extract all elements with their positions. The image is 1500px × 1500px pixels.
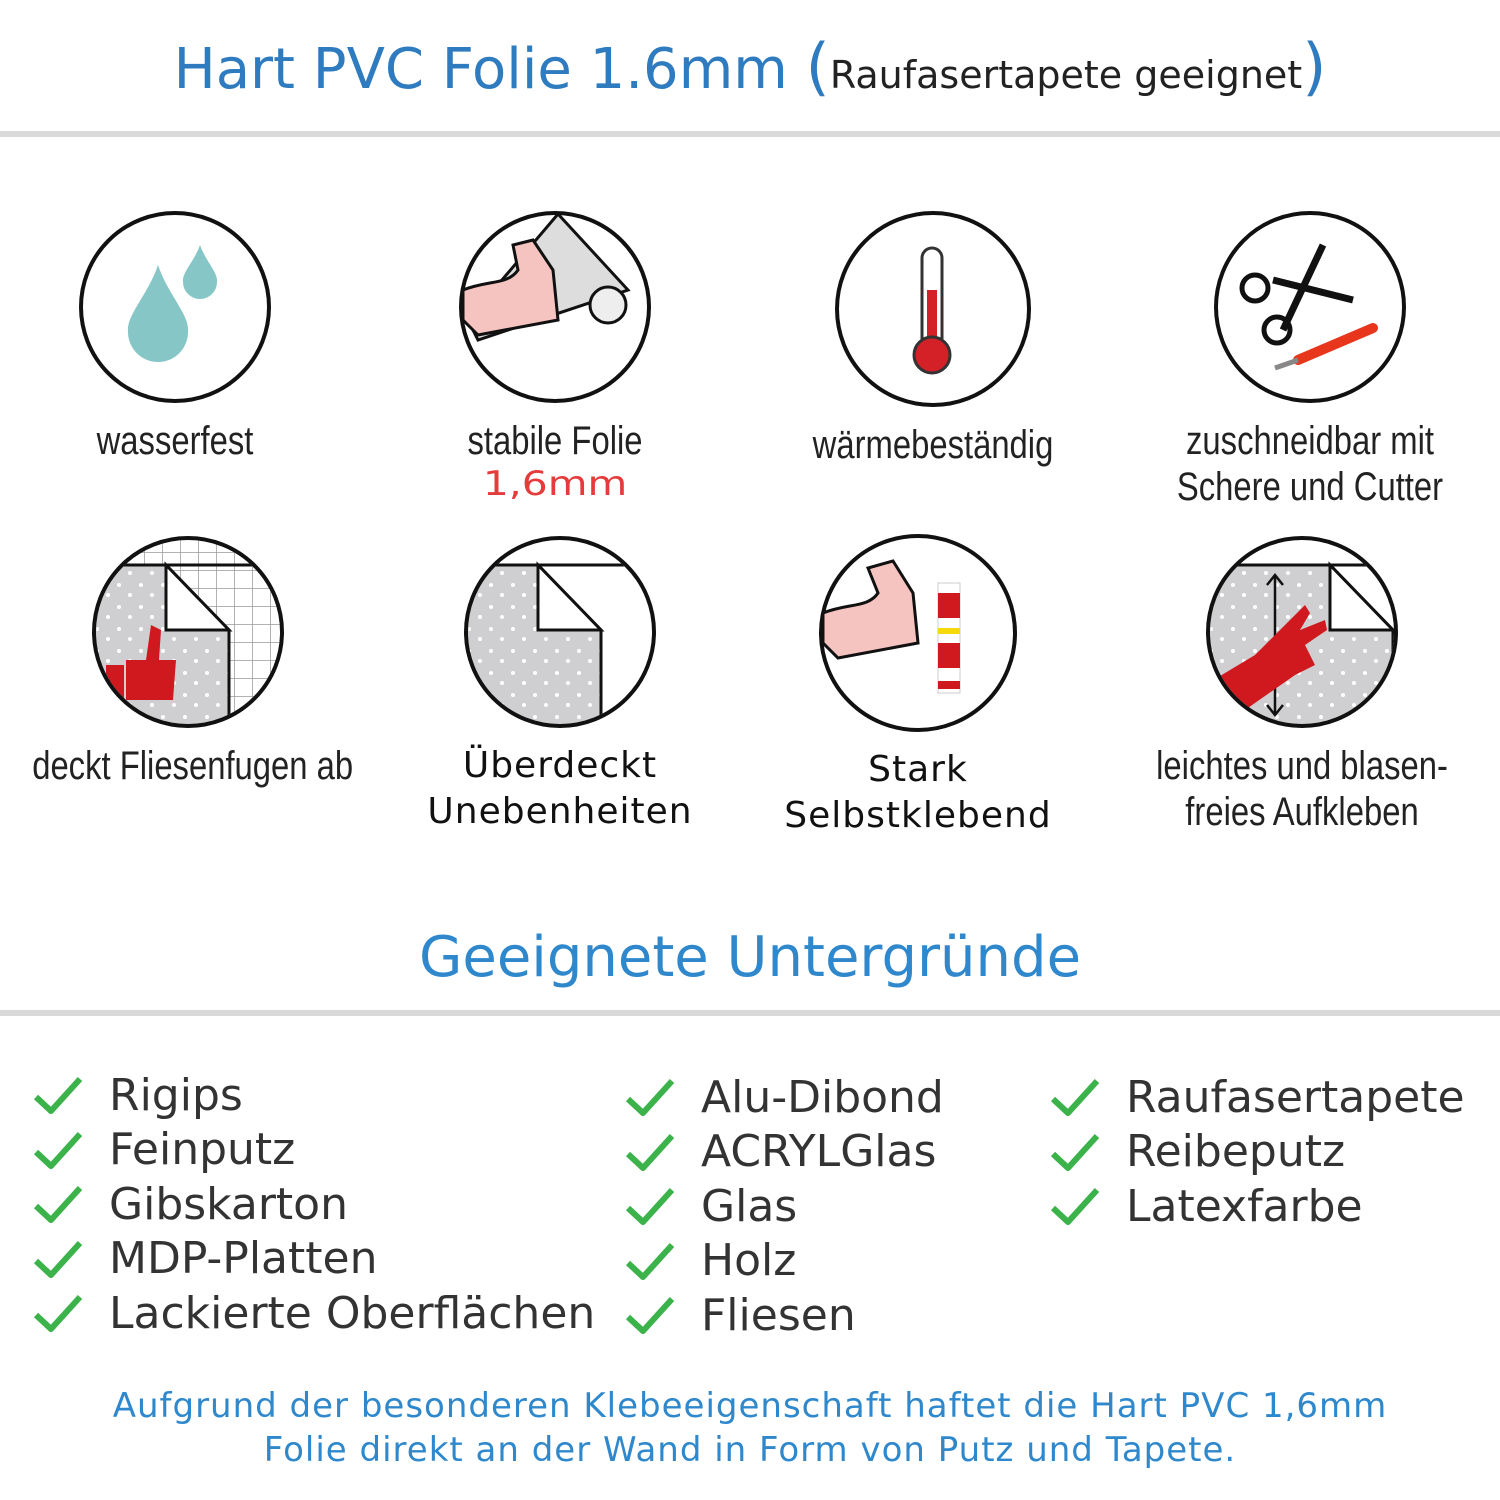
surface-item: ACRYLGlas — [625, 1125, 944, 1180]
surface-label: Fliesen — [701, 1289, 856, 1341]
thumbs-up-tiles-icon — [92, 536, 284, 728]
surface-label: Holz — [701, 1235, 797, 1287]
feature-waterproof: wasserfest — [0, 210, 365, 464]
surface-label: Rigips — [109, 1069, 243, 1121]
surface-label: Reibeputz — [1126, 1126, 1346, 1178]
check-icon — [33, 1077, 83, 1115]
feature-label: wärmebeständig — [812, 423, 1054, 467]
surface-label: Feinputz — [109, 1124, 296, 1176]
feature-strong-adhesive: Stark Selbstklebend — [728, 533, 1108, 839]
feature-stable-film: stabile Folie 1,6mm — [365, 210, 745, 504]
title-main: Hart PVC Folie 1.6mm — [173, 37, 788, 102]
feature-covers-joints: deckt Fliesenfugen ab — [0, 535, 378, 789]
surface-label: Raufasertapete — [1126, 1071, 1465, 1123]
title-subtitle: Raufasertapete geeignet — [829, 53, 1303, 97]
surfaces-column-1: Rigips Feinputz Gibskarton MDP-Platten Lacki… — [33, 1068, 595, 1341]
thermometer-icon — [835, 211, 1031, 407]
feature-highlight: 1,6mm — [482, 464, 628, 504]
feature-label: stabile Folie — [467, 419, 643, 463]
surface-item: Alu-Dibond — [625, 1070, 944, 1125]
check-icon — [625, 1242, 675, 1280]
feature-cuttable: zuschneidbar mit Schere und Cutter — [1120, 210, 1500, 510]
check-icon — [625, 1133, 675, 1171]
surface-label: Gibskarton — [109, 1178, 348, 1230]
surface-item: Holz — [625, 1234, 944, 1289]
surface-item: Fliesen — [625, 1288, 944, 1343]
feature-label-2: freies Aufkleben — [1185, 790, 1419, 834]
surfaces-column-3: Raufasertapete Reibeputz Latexfarbe — [1050, 1070, 1465, 1234]
check-icon — [625, 1188, 675, 1226]
feature-label: Überdeckt — [462, 745, 658, 786]
surfaces-column-2: Alu-Dibond ACRYLGlas Glas Holz Fliesen — [625, 1070, 944, 1343]
surface-label: Alu-Dibond — [701, 1071, 944, 1123]
feature-label-2: Selbstklebend — [784, 795, 1052, 836]
surface-item: Latexfarbe — [1050, 1179, 1465, 1234]
divider — [0, 131, 1500, 137]
feature-label: zuschneidbar mit — [1186, 419, 1434, 463]
check-icon — [1050, 1188, 1100, 1226]
surfaces-title: Geeignete Untergründe — [418, 925, 1082, 990]
surface-item: Feinputz — [33, 1123, 595, 1178]
feature-easy-application: leichtes und blasen- freies Aufkleben — [1112, 535, 1492, 835]
surface-item: Glas — [625, 1179, 944, 1234]
feature-label: Stark — [868, 749, 968, 790]
surface-label: Latexfarbe — [1126, 1180, 1363, 1232]
page-title: Hart PVC Folie 1.6mm (Raufasertapete gee… — [173, 30, 1327, 103]
footer-note: Aufgrund der besonderen Klebeeigenschaft… — [0, 1384, 1500, 1472]
surface-item: Rigips — [33, 1068, 595, 1123]
strong-arm-film-icon — [459, 211, 651, 403]
feature-heat-resistant: wärmebeständig — [743, 210, 1123, 468]
scissors-cutter-icon — [1214, 211, 1406, 403]
surface-item: Reibeputz — [1050, 1125, 1465, 1180]
check-icon — [625, 1079, 675, 1117]
check-icon — [33, 1131, 83, 1169]
surface-label: Lackierte Oberflächen — [109, 1287, 596, 1339]
check-icon — [33, 1186, 83, 1224]
surface-label: Glas — [701, 1180, 798, 1232]
peeling-film-icon — [464, 536, 656, 728]
feature-label: wasserfest — [96, 419, 254, 463]
surface-item: Raufasertapete — [1050, 1070, 1465, 1125]
feature-covers-unevenness: Überdeckt Unebenheiten — [370, 535, 750, 835]
surface-label: MDP-Platten — [109, 1233, 378, 1285]
water-drops-icon — [79, 211, 271, 403]
feature-label-2: Unebenheiten — [427, 791, 693, 832]
arm-glue-icon — [819, 534, 1017, 732]
check-icon — [1050, 1133, 1100, 1171]
surface-item: MDP-Platten — [33, 1232, 595, 1287]
check-icon — [33, 1295, 83, 1333]
footer-line-1: Aufgrund der besonderen Klebeeigenschaft… — [112, 1386, 1388, 1426]
check-icon — [1050, 1079, 1100, 1117]
surface-item: Gibskarton — [33, 1177, 595, 1232]
feature-label: leichtes und blasen- — [1156, 744, 1448, 788]
surface-label: ACRYLGlas — [701, 1126, 937, 1178]
footer-line-2: Folie direkt an der Wand in Form von Put… — [263, 1430, 1237, 1470]
divider — [0, 1010, 1500, 1016]
check-icon — [33, 1240, 83, 1278]
check-icon — [625, 1297, 675, 1335]
surface-item: Lackierte Oberflächen — [33, 1286, 595, 1341]
hand-smoothing-icon — [1206, 536, 1398, 728]
feature-label: deckt Fliesenfugen ab — [32, 744, 354, 788]
feature-label-2: Schere und Cutter — [1176, 465, 1444, 509]
